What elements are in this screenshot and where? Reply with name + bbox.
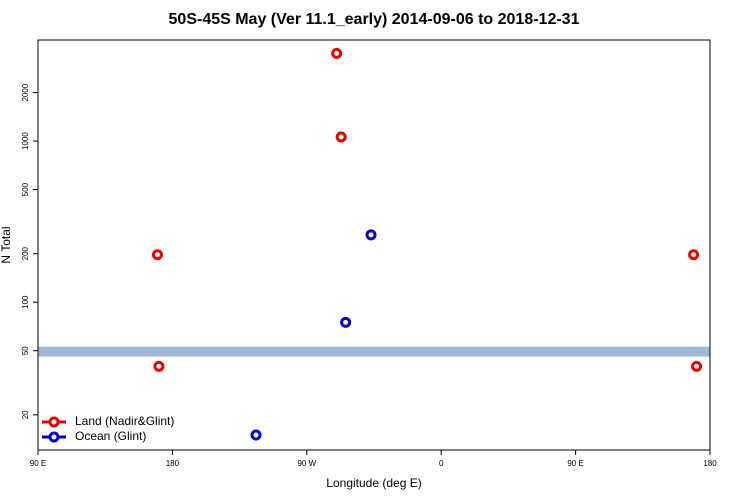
legend-marker: [48, 431, 60, 443]
point: [151, 249, 163, 261]
x-axis-label: Longitude (deg E): [326, 476, 421, 490]
x-tick-label: 90 E: [567, 459, 583, 468]
y-tick-label: 50: [21, 346, 30, 355]
x-tick-label: 0: [439, 459, 444, 468]
y-tick-label: 2000: [21, 83, 30, 101]
point: [250, 429, 262, 441]
point: [365, 229, 377, 241]
point: [340, 316, 352, 328]
x-tick-label: 180: [166, 459, 180, 468]
point: [331, 47, 343, 59]
y-tick-label: 200: [21, 246, 30, 260]
point: [153, 360, 165, 372]
band: [38, 346, 710, 357]
y-axis-label: N Total: [0, 226, 13, 263]
legend-label: Land (Nadir&Glint): [75, 414, 174, 428]
x-tick-label: 90 E: [30, 459, 46, 468]
point: [335, 131, 347, 143]
legend-label: Ocean (Glint): [75, 429, 146, 443]
plot-frame: [37, 39, 711, 451]
chart-title: 50S-45S May (Ver 11.1_early) 2014-09-06 …: [169, 11, 580, 28]
point: [688, 249, 700, 261]
y-tick-label: 20: [21, 410, 30, 419]
point: [691, 360, 703, 372]
legend-marker: [48, 416, 60, 428]
y-tick-label: 500: [21, 182, 30, 196]
x-tick-label: 180: [703, 459, 717, 468]
x-tick-label: 90 W: [297, 459, 316, 468]
y-tick-label: 100: [21, 295, 30, 309]
y-tick-label: 1000: [21, 132, 30, 150]
